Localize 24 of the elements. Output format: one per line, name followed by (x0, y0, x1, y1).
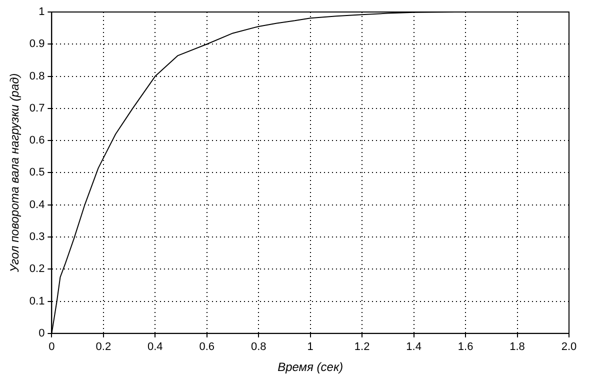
x-axis-title: Время (сек) (278, 360, 344, 374)
x-tick-label: 0.6 (199, 341, 215, 354)
x-tick-label: 1 (307, 341, 314, 354)
x-tick-label: 1.4 (406, 341, 422, 354)
y-tick-label: 0.6 (29, 134, 45, 147)
y-tick-label: 0.5 (29, 166, 45, 179)
y-tick-label: 0.4 (29, 198, 45, 211)
y-axis-title: Угол поворота вала нагрузки (рад) (8, 73, 22, 274)
y-tick-label: 0.8 (29, 70, 45, 82)
y-tick-label: 0 (38, 327, 45, 340)
y-tick-label: 1 (38, 6, 45, 18)
x-tick-label: 0.8 (250, 341, 266, 354)
x-tick-label: 1.8 (510, 341, 525, 354)
x-tick-label: 0.2 (96, 341, 112, 354)
y-tick-label: 0.1 (29, 295, 45, 308)
x-tick-label: 1.2 (354, 341, 370, 354)
y-tick-label: 0.7 (29, 102, 45, 114)
x-tick-label: 0 (48, 341, 55, 354)
y-tick-label: 0.9 (29, 38, 45, 50)
x-tick-label: 1.6 (458, 341, 474, 354)
y-tick-label: 0.3 (29, 231, 45, 244)
x-tick-label: 2.0 (561, 341, 577, 354)
y-tick-label: 0.2 (29, 263, 45, 276)
x-tick-label: 0.4 (148, 341, 163, 354)
